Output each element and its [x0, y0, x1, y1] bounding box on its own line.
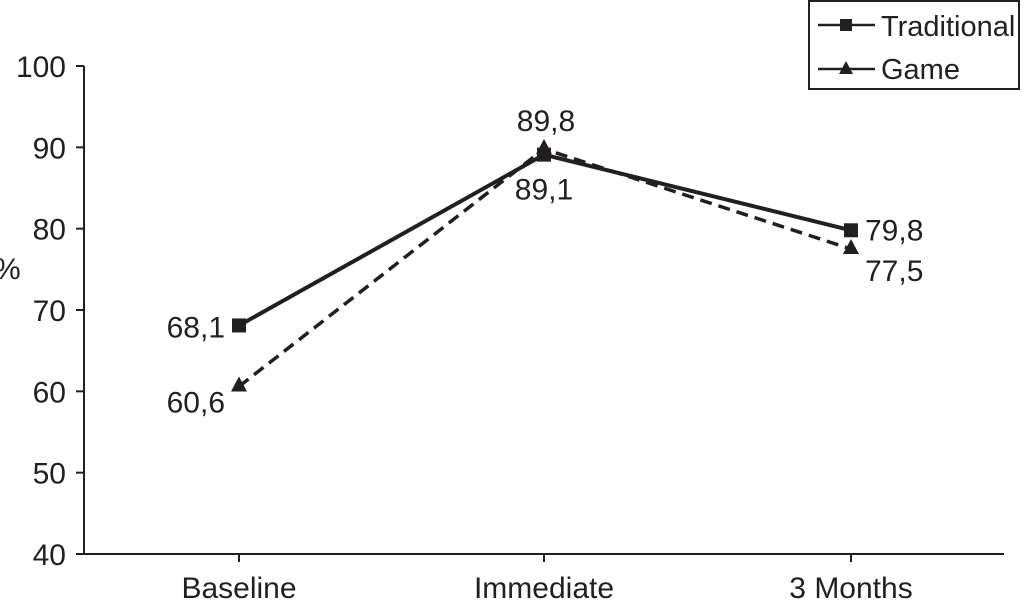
marker-game — [231, 376, 247, 392]
legend: Traditional Game — [808, 0, 1020, 90]
x-tick-label: 3 Months — [789, 572, 912, 600]
marker-game — [536, 138, 552, 154]
data-label-traditional: 68,1 — [167, 311, 225, 344]
data-label-game: 89,8 — [517, 105, 575, 138]
x-tick-label: Immediate — [474, 572, 614, 600]
data-label-traditional: 89,1 — [515, 174, 573, 207]
y-tick-label: 90 — [33, 132, 66, 165]
legend-game-marker — [839, 61, 853, 74]
y-tick-label: 80 — [33, 214, 66, 247]
y-tick-label: 70 — [33, 295, 66, 328]
legend-box — [808, 0, 1020, 90]
series-markers — [231, 138, 859, 392]
axes: 40 50 60 70 80 90 100 Baseline Immediate 3 Months — [16, 51, 1004, 600]
data-label-traditional: 79,8 — [865, 214, 923, 247]
y-tick-label: 100 — [16, 51, 66, 84]
y-tick-label: 50 — [33, 458, 66, 491]
legend-traditional-label: Traditional — [881, 11, 1015, 43]
data-labels: 68,1 89,1 79,8 60,6 89,8 77,5 — [167, 105, 924, 419]
legend-game-label: Game — [881, 54, 960, 86]
legend-traditional-marker — [840, 19, 852, 31]
marker-traditional — [844, 223, 858, 238]
data-label-game: 60,6 — [167, 386, 225, 419]
marker-game — [843, 239, 859, 254]
marker-traditional — [232, 318, 246, 333]
y-axis-label: % — [0, 253, 21, 286]
y-tick-label: 60 — [33, 376, 66, 409]
data-label-game: 77,5 — [865, 255, 923, 288]
y-tick-label: 40 — [33, 539, 66, 572]
x-tick-label: Baseline — [181, 572, 296, 600]
